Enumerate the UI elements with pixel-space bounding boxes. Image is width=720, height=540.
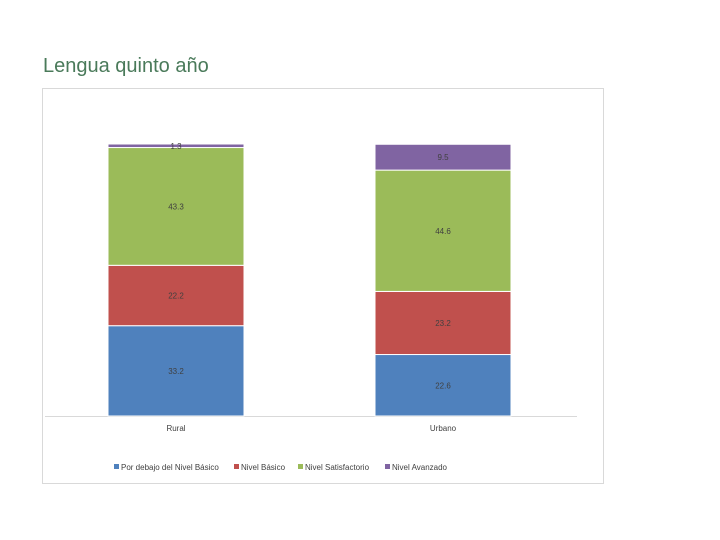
bar-segment-rural-1: [107, 325, 245, 417]
stacked-bar-chart: 33.2 22.2 43.3 1.3 Rural 22.6 23.2 44.6 9.5 Urban…: [45, 142, 577, 472]
legend-label: Por debajo del Nivel Básico: [121, 463, 219, 472]
data-label: 22.2: [168, 292, 184, 301]
legend-label: Nivel Básico: [241, 463, 286, 472]
x-tick-label: Urbano: [430, 424, 457, 433]
data-label: 23.2: [435, 319, 451, 328]
legend-swatch: [234, 464, 239, 469]
bar-segment-urbano-2: [374, 290, 512, 356]
bar-segment-urbano-3: [374, 169, 512, 292]
data-label: 9.5: [437, 153, 449, 162]
legend-swatch: [114, 464, 119, 469]
data-label: 43.3: [168, 202, 184, 211]
x-tick-label: Rural: [166, 424, 185, 433]
bar-segment-rural-4: [107, 143, 245, 149]
bar-segment-rural-3: [107, 147, 245, 266]
legend-swatch: [298, 464, 303, 469]
data-label: 22.6: [435, 381, 451, 390]
bar-segment-urbano-1: [374, 354, 512, 417]
data-label: 33.2: [168, 367, 184, 376]
legend-swatch: [385, 464, 390, 469]
bar-segment-urbano-4: [374, 143, 512, 171]
legend-label: Nivel Satisfactorio: [305, 463, 370, 472]
bar-segment-rural-2: [107, 264, 245, 327]
chart-frame: 33.2 22.2 43.3 1.3 Rural 22.6 23.2 44.6 9.5 Urban…: [42, 88, 604, 484]
data-label: 1.3: [170, 142, 182, 151]
page-title: Lengua quinto año: [43, 55, 209, 77]
data-label: 44.6: [435, 227, 451, 236]
legend-label: Nivel Avanzado: [392, 463, 448, 472]
